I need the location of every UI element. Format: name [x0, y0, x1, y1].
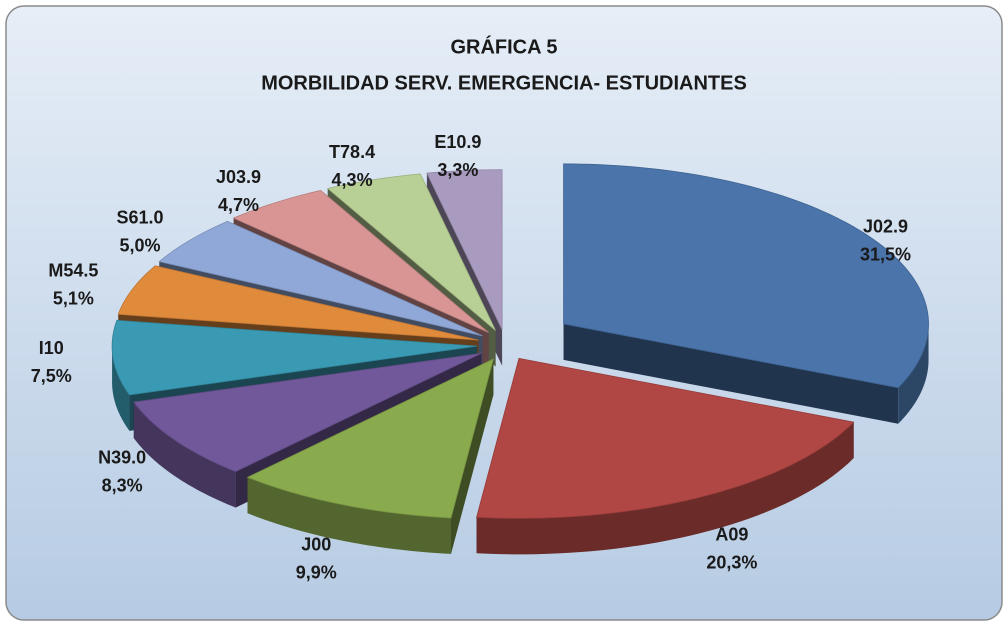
data-label: 5,1%	[53, 289, 94, 309]
category-label: J03.9	[216, 167, 261, 187]
data-label: 9,9%	[296, 563, 337, 583]
slice-top	[476, 357, 855, 519]
slice-wall	[898, 323, 929, 424]
data-label: 3,3%	[437, 160, 478, 180]
category-label: S61.0	[117, 207, 164, 227]
category-label: N39.0	[98, 448, 146, 468]
pie-slice	[476, 357, 855, 555]
slice-wall	[476, 422, 854, 555]
pie-slice	[246, 358, 494, 554]
category-label: I10	[39, 338, 64, 358]
slice-top	[426, 169, 503, 330]
category-label: J02.9	[863, 217, 908, 237]
slice-wall	[133, 402, 236, 508]
slice-side	[451, 359, 494, 554]
slice-top	[158, 220, 483, 337]
data-label: 8,3%	[102, 476, 143, 496]
slice-top	[563, 163, 929, 389]
category-label: J00	[301, 535, 331, 555]
slice-wall	[112, 346, 130, 431]
data-label: 7,5%	[31, 366, 72, 386]
slice-top	[232, 190, 489, 333]
chart-subtitle: MORBILIDAD SERV. EMERGENCIA- ESTUDIANTES	[261, 72, 747, 94]
slice-top	[117, 265, 479, 341]
slice-top	[246, 358, 494, 519]
data-label: 31,5%	[860, 245, 911, 265]
slice-top	[326, 173, 496, 331]
slice-side	[563, 323, 899, 424]
data-label: 20,3%	[706, 552, 757, 572]
category-label: M54.5	[48, 261, 98, 281]
category-label: A09	[715, 524, 748, 544]
slice-top	[133, 352, 482, 473]
chart-title: GRÁFICA 5	[450, 35, 557, 58]
slice-top	[111, 319, 478, 396]
slice-wall	[247, 477, 452, 554]
category-label: E10.9	[434, 132, 481, 152]
data-label: 4,7%	[218, 195, 259, 215]
pie-slice	[563, 163, 929, 424]
data-label: 4,3%	[332, 170, 373, 190]
data-label: 5,0%	[120, 235, 161, 255]
category-label: T78.4	[329, 142, 375, 162]
